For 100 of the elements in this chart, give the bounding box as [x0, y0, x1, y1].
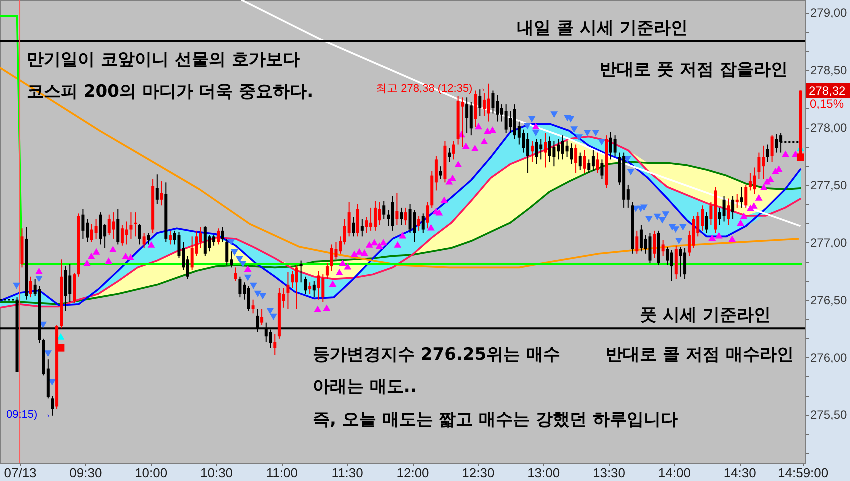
annotation: 아래는 매도..: [313, 377, 417, 397]
point: [708, 234, 716, 242]
point: [627, 169, 635, 176]
y-tick-label: 276,00: [810, 350, 848, 365]
candlestick: [574, 144, 578, 174]
candlestick: [365, 216, 368, 234]
candlestick: [670, 250, 674, 282]
point: [767, 176, 774, 182]
candlestick: [600, 159, 604, 180]
candlestick: [448, 148, 452, 162]
point: [13, 282, 20, 290]
point: [329, 280, 337, 287]
x-tick-label: 10:00: [135, 466, 168, 480]
point: [244, 274, 252, 282]
candlestick: [400, 207, 404, 226]
point: [356, 248, 364, 255]
candlestick: [530, 140, 534, 162]
point: [236, 256, 244, 263]
candlestick: [487, 83, 490, 122]
point: [148, 242, 156, 248]
candlestick: [168, 230, 172, 246]
candlestick: [758, 152, 761, 180]
point: [370, 239, 378, 246]
point: [576, 134, 584, 142]
point: [462, 142, 470, 150]
candlestick: [544, 132, 548, 168]
candlestick: [592, 150, 595, 172]
candlestick: [252, 299, 255, 314]
point: [428, 224, 435, 231]
candlestick: [744, 184, 748, 208]
point: [654, 214, 662, 220]
point: [88, 252, 96, 260]
candlestick: [540, 138, 543, 160]
candlestick: [679, 246, 682, 278]
candlestick: [274, 334, 277, 356]
candlestick: [588, 159, 591, 174]
candlestick: [509, 110, 512, 134]
candlestick: [160, 181, 164, 206]
point: [36, 268, 43, 274]
point: [598, 139, 606, 146]
point: [658, 217, 666, 224]
candlestick: [138, 224, 142, 246]
point: [440, 196, 448, 204]
candlestick: [422, 213, 425, 234]
x-tick-label: 11:00: [266, 466, 298, 480]
candlestick: [461, 97, 464, 148]
text: 278,32: [809, 84, 846, 98]
point: [228, 239, 236, 246]
point: [475, 123, 482, 130]
candlestick: [378, 202, 382, 226]
candlestick: [382, 200, 386, 220]
y-tick-label: 279,00: [810, 6, 848, 20]
candlestick: [317, 270, 320, 300]
point: [250, 282, 258, 290]
point: [127, 254, 135, 261]
candlestick: [352, 216, 356, 238]
candlestick: [426, 202, 430, 230]
candlestick: [578, 152, 582, 171]
point: [592, 130, 600, 136]
candlestick: [330, 244, 334, 272]
candlestick: [404, 207, 408, 226]
point: [109, 246, 117, 253]
annotation: 만기일이 코앞이니 선물의 호가보다: [27, 50, 300, 70]
point: [489, 126, 496, 134]
point: [231, 250, 238, 256]
candlestick: [82, 208, 85, 240]
candlestick: [286, 272, 290, 310]
candlestick: [295, 264, 298, 310]
x-tick-label: 11:30: [332, 466, 364, 480]
ref-line-label: 풋 시세 기준라인: [640, 306, 771, 326]
point: [366, 242, 374, 248]
point: [314, 306, 322, 312]
candlestick: [775, 134, 778, 154]
candlestick: [94, 218, 98, 240]
candlestick: [722, 196, 726, 222]
point: [550, 112, 558, 118]
candlestick: [116, 208, 120, 246]
point: [394, 242, 402, 248]
candlestick: [439, 166, 442, 180]
candlestick: [291, 270, 294, 289]
point: [323, 304, 331, 312]
candlestick: [614, 135, 617, 157]
point: [679, 224, 687, 231]
annotation: 반대로 콜 저점 매수라인: [606, 345, 794, 365]
candlestick: [190, 236, 194, 270]
candlestick: [312, 280, 316, 298]
point: [254, 290, 262, 298]
candlestick: [221, 226, 224, 243]
point: [380, 239, 388, 246]
candlestick: [705, 212, 708, 234]
candlestick: [418, 215, 421, 232]
candlestick: [238, 276, 242, 298]
candlestick: [142, 232, 146, 249]
candlestick: [147, 232, 150, 246]
candlestick: [396, 192, 399, 226]
point: [524, 123, 532, 130]
point: [740, 212, 748, 220]
candlestick: [68, 264, 72, 303]
candlestick: [216, 228, 220, 246]
point: [662, 212, 670, 218]
